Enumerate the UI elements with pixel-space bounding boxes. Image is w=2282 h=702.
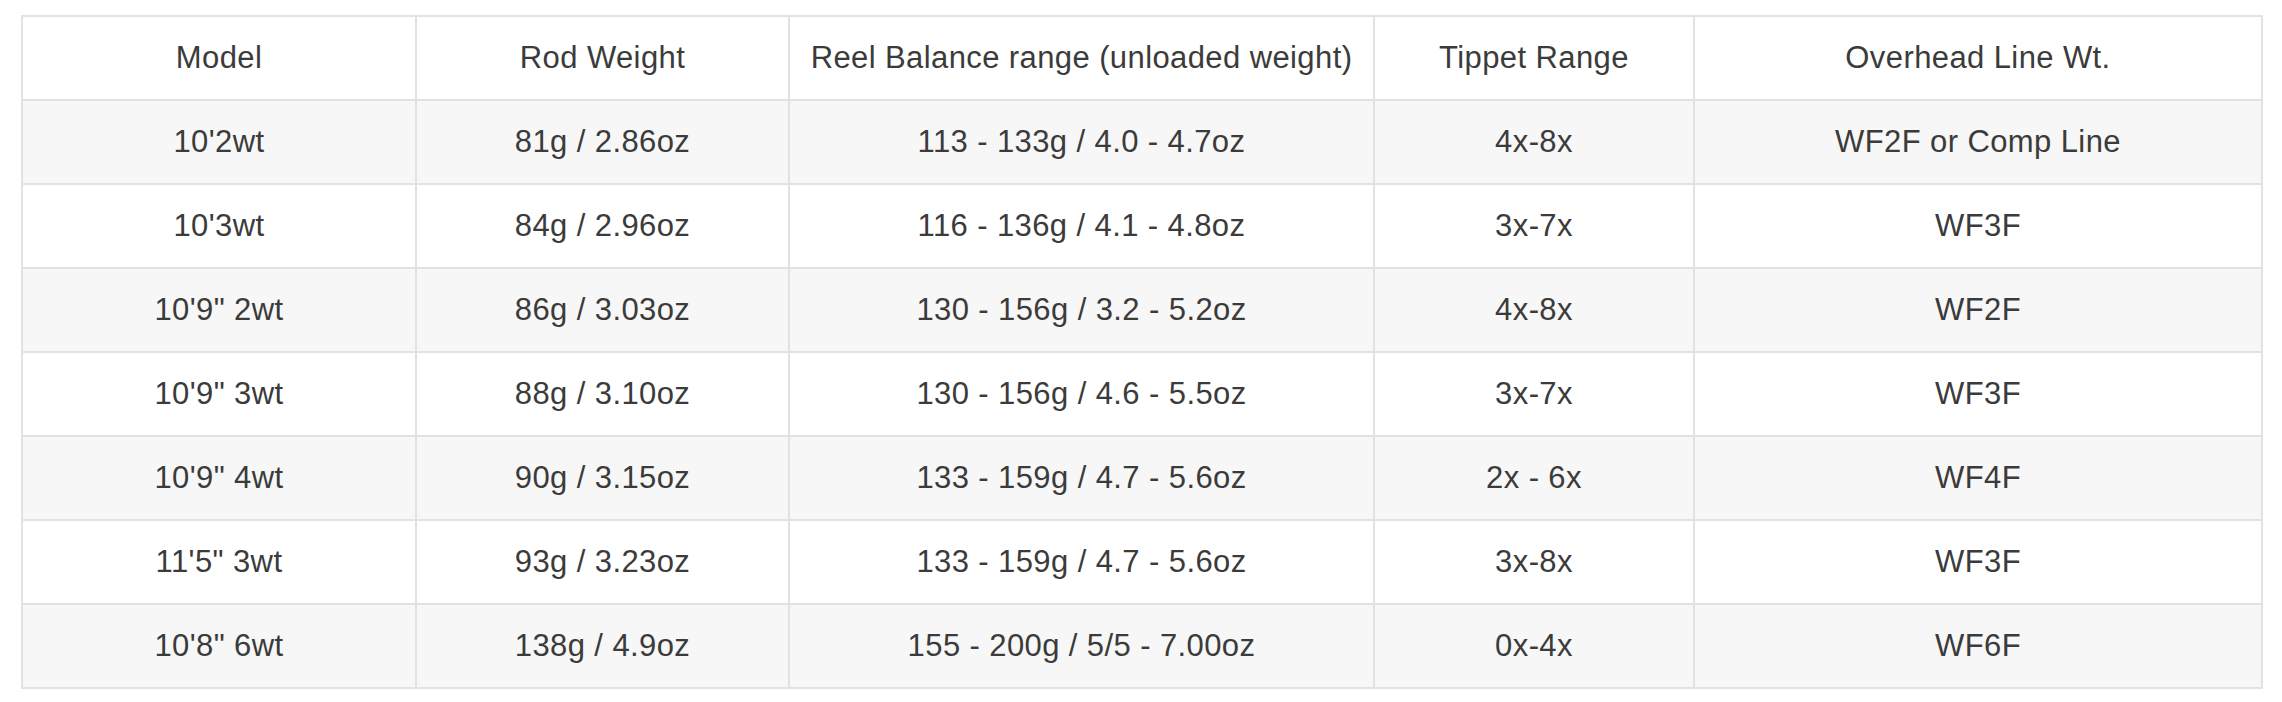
- table-cell-overhead-line-wt: WF2F or Comp Line: [1694, 100, 2262, 184]
- table-cell-tippet-range: 0x-4x: [1374, 604, 1694, 688]
- table-row: 10'8" 6wt138g / 4.9oz155 - 200g / 5/5 - …: [22, 604, 2262, 688]
- table-row: 10'2wt81g / 2.86oz113 - 133g / 4.0 - 4.7…: [22, 100, 2262, 184]
- table-cell-model: 10'2wt: [22, 100, 416, 184]
- table-row: 10'9" 2wt86g / 3.03oz130 - 156g / 3.2 - …: [22, 268, 2262, 352]
- table-cell-reel-balance-range: 116 - 136g / 4.1 - 4.8oz: [789, 184, 1374, 268]
- table-cell-tippet-range: 4x-8x: [1374, 100, 1694, 184]
- table-cell-reel-balance-range: 133 - 159g / 4.7 - 5.6oz: [789, 520, 1374, 604]
- table-cell-tippet-range: 3x-7x: [1374, 184, 1694, 268]
- rod-spec-table: ModelRod WeightReel Balance range (unloa…: [21, 15, 2263, 689]
- table-cell-model: 10'9" 4wt: [22, 436, 416, 520]
- table-cell-model: 11'5" 3wt: [22, 520, 416, 604]
- table-cell-rod-weight: 86g / 3.03oz: [416, 268, 789, 352]
- column-header-reel-balance-range: Reel Balance range (unloaded weight): [789, 16, 1374, 100]
- table-row: 10'3wt84g / 2.96oz116 - 136g / 4.1 - 4.8…: [22, 184, 2262, 268]
- table-cell-tippet-range: 3x-8x: [1374, 520, 1694, 604]
- table-cell-reel-balance-range: 133 - 159g / 4.7 - 5.6oz: [789, 436, 1374, 520]
- table-cell-overhead-line-wt: WF6F: [1694, 604, 2262, 688]
- table-cell-model: 10'9" 3wt: [22, 352, 416, 436]
- table-row: 10'9" 4wt90g / 3.15oz133 - 159g / 4.7 - …: [22, 436, 2262, 520]
- table-cell-overhead-line-wt: WF3F: [1694, 352, 2262, 436]
- table-cell-reel-balance-range: 113 - 133g / 4.0 - 4.7oz: [789, 100, 1374, 184]
- table-cell-rod-weight: 88g / 3.10oz: [416, 352, 789, 436]
- table-cell-overhead-line-wt: WF3F: [1694, 184, 2262, 268]
- table-cell-reel-balance-range: 130 - 156g / 3.2 - 5.2oz: [789, 268, 1374, 352]
- table-cell-model: 10'8" 6wt: [22, 604, 416, 688]
- table-cell-tippet-range: 4x-8x: [1374, 268, 1694, 352]
- column-header-overhead-line-wt: Overhead Line Wt.: [1694, 16, 2262, 100]
- table-cell-overhead-line-wt: WF4F: [1694, 436, 2262, 520]
- table-header: ModelRod WeightReel Balance range (unloa…: [22, 16, 2262, 100]
- table-cell-overhead-line-wt: WF3F: [1694, 520, 2262, 604]
- header-row: ModelRod WeightReel Balance range (unloa…: [22, 16, 2262, 100]
- table-cell-rod-weight: 90g / 3.15oz: [416, 436, 789, 520]
- table-body: 10'2wt81g / 2.86oz113 - 133g / 4.0 - 4.7…: [22, 100, 2262, 688]
- table-cell-tippet-range: 2x - 6x: [1374, 436, 1694, 520]
- table-row: 11'5" 3wt93g / 3.23oz133 - 159g / 4.7 - …: [22, 520, 2262, 604]
- table-row: 10'9" 3wt88g / 3.10oz130 - 156g / 4.6 - …: [22, 352, 2262, 436]
- table-cell-rod-weight: 84g / 2.96oz: [416, 184, 789, 268]
- table-cell-rod-weight: 138g / 4.9oz: [416, 604, 789, 688]
- table-cell-reel-balance-range: 155 - 200g / 5/5 - 7.00oz: [789, 604, 1374, 688]
- page: ModelRod WeightReel Balance range (unloa…: [0, 0, 2282, 700]
- column-header-tippet-range: Tippet Range: [1374, 16, 1694, 100]
- table-cell-overhead-line-wt: WF2F: [1694, 268, 2262, 352]
- table-cell-rod-weight: 93g / 3.23oz: [416, 520, 789, 604]
- table-cell-tippet-range: 3x-7x: [1374, 352, 1694, 436]
- column-header-model: Model: [22, 16, 416, 100]
- table-cell-model: 10'3wt: [22, 184, 416, 268]
- table-cell-reel-balance-range: 130 - 156g / 4.6 - 5.5oz: [789, 352, 1374, 436]
- table-cell-rod-weight: 81g / 2.86oz: [416, 100, 789, 184]
- column-header-rod-weight: Rod Weight: [416, 16, 789, 100]
- table-cell-model: 10'9" 2wt: [22, 268, 416, 352]
